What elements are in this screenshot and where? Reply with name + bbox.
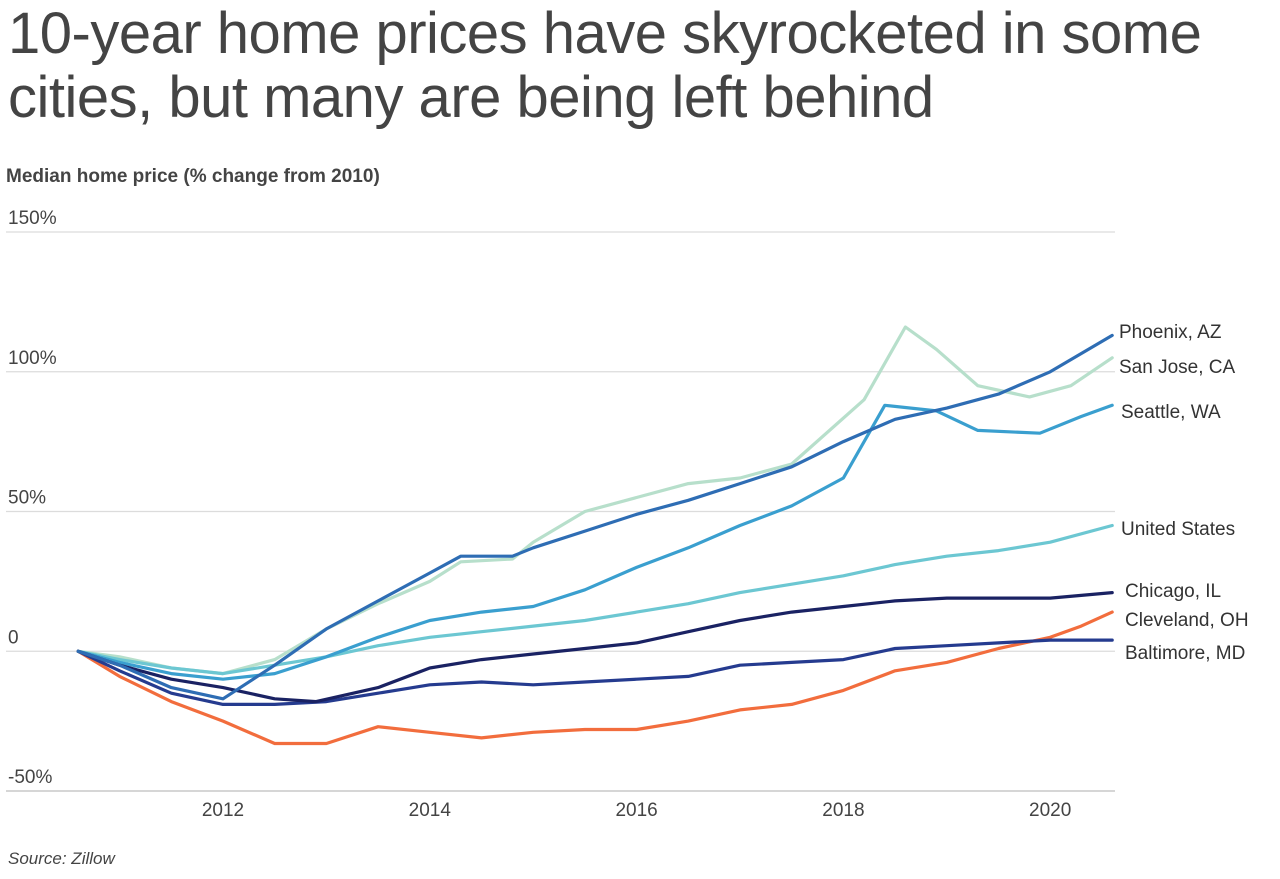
gridlines [6,231,1115,792]
series-line-chicago-il [76,590,1114,704]
series-label: Phoenix, AZ [1119,322,1222,343]
series-label: Cleveland, OH [1125,610,1249,631]
series-label: San Jose, CA [1119,357,1235,378]
x-tick-label: 2016 [615,800,657,821]
series-line-seattle-wa [76,403,1114,681]
source-note: Source: Zillow [8,849,115,868]
chart-title: 10-year home prices have skyrocketed in … [8,1,1202,130]
series-line-cleveland-oh [76,610,1114,746]
y-axis-ticks: 150% 100% 50% 0 -50% [8,208,57,788]
x-tick-label: 2018 [822,800,864,821]
series-label: United States [1121,519,1235,540]
series-line-san-jose-ca [76,325,1114,676]
series-label: Seattle, WA [1121,402,1221,423]
y-tick-label: 50% [8,488,46,509]
x-tick-label: 2012 [202,800,244,821]
y-tick-label: 100% [8,348,57,369]
x-axis-ticks: 2012 2014 2016 2018 2020 [202,800,1071,821]
x-tick-label: 2014 [409,800,452,821]
y-tick-label: 150% [8,208,57,229]
y-tick-label: -50% [8,767,52,788]
series-line-united-states [76,523,1114,676]
y-tick-label: 0 [8,627,19,648]
x-tick-label: 2020 [1029,800,1071,821]
series-label: Chicago, IL [1125,581,1221,602]
series-lines [76,325,1114,746]
series-labels: Phoenix, AZ San Jose, CA Seattle, WA United… [1119,322,1249,664]
series-label: Baltimore, MD [1125,643,1245,664]
series-line-baltimore-md [76,638,1114,707]
y-axis-title: Median home price (% change from 2010) [6,166,380,187]
series-line-phoenix-az [76,333,1114,701]
